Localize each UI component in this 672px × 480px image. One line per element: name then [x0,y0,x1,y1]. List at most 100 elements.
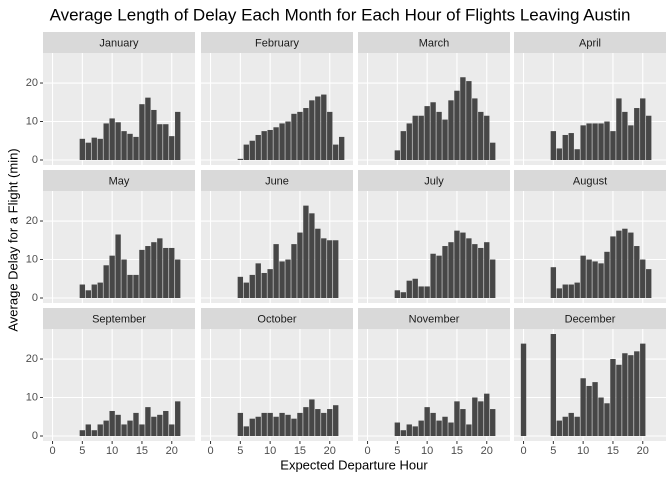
bar [115,122,121,160]
bar [598,397,604,436]
strip-label: June [265,175,289,187]
bar [169,136,175,160]
x-tick-label: 20 [324,445,336,457]
bar [592,382,598,436]
bar [303,205,309,298]
bar [255,416,261,436]
y-tick-label: 0 [32,292,38,304]
bar [85,424,91,436]
bar [163,247,169,298]
bar [460,232,466,298]
y-tick-label: 20 [26,215,38,227]
bar [634,246,640,298]
bar [394,422,401,436]
bar [610,131,616,160]
bar [333,240,339,298]
bar [285,121,291,160]
bar [466,424,472,436]
bar [550,267,557,298]
bar [139,424,145,436]
x-tick-label: 20 [481,445,493,457]
bar [556,420,562,436]
bar [484,115,490,160]
bar [400,131,406,160]
bar [592,261,598,298]
bar [616,364,622,436]
bar [333,405,339,436]
x-axis-title: Expected Departure Hour [280,457,428,472]
bar [97,282,103,298]
bar [640,259,646,298]
x-tick-label: 5 [394,445,400,457]
bar [430,253,436,298]
x-tick-label: 5 [79,445,85,457]
bar [109,118,115,160]
bar [430,412,436,436]
bar [255,134,261,160]
bar [436,255,442,298]
bar [297,232,303,298]
bar [121,424,127,436]
strip-label: October [257,313,296,325]
strip [358,170,510,191]
bar [109,410,115,436]
bar [412,115,418,160]
strip [201,32,353,53]
y-tick-label: 20 [26,353,38,365]
bar [303,108,309,160]
y-tick-label: 0 [32,154,38,166]
bar [628,355,634,436]
bar [133,412,139,436]
bar [237,276,244,298]
bar [574,149,580,160]
bar [91,284,97,298]
bar [315,228,321,298]
bar [472,244,478,298]
strip-label: August [573,175,607,187]
x-tick-label: 5 [550,445,556,457]
x-tick-label: 0 [364,445,370,457]
bar [151,109,157,160]
bar [327,240,333,298]
bar [109,255,115,298]
bar [321,412,327,436]
bar [145,246,151,298]
bar [394,290,401,298]
bar [412,278,418,298]
bar [321,238,327,298]
strip [358,308,510,329]
bar [297,111,303,160]
bar [472,397,478,436]
bar [562,134,568,160]
bar [622,353,628,436]
bar [127,420,133,436]
bar [394,150,401,160]
bar [490,142,496,160]
bar [243,144,249,160]
bar [478,111,484,160]
bar [315,409,321,436]
bar [133,136,139,160]
y-tick-label: 0 [32,430,38,442]
bar [604,403,610,436]
bar [574,416,580,436]
x-tick-label: 0 [49,445,55,457]
bar [291,113,297,160]
bar [115,234,121,298]
bar [550,131,557,160]
bar [273,127,279,160]
bar [333,144,339,160]
bar [604,251,610,298]
bar [454,230,460,298]
bar [640,98,646,160]
bar [175,111,181,160]
bar [175,401,181,436]
bar [478,401,484,436]
x-tick-label: 20 [637,445,649,457]
bar [484,393,490,436]
bar [640,343,646,436]
x-tick-label: 10 [264,445,276,457]
bar [85,290,91,298]
bar [598,263,604,298]
bar [436,420,442,436]
